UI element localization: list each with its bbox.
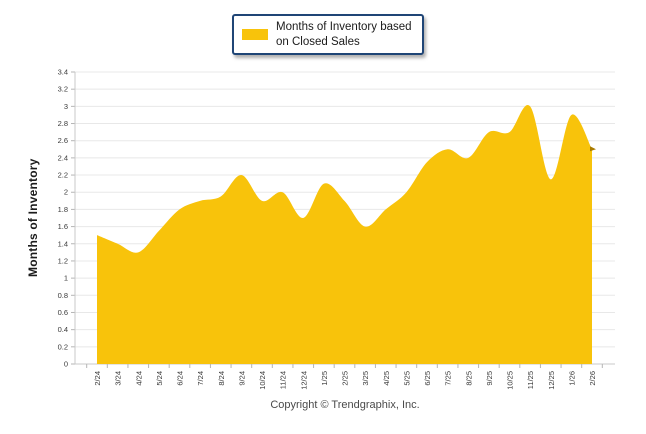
- x-tick-label: 1/26: [567, 371, 576, 386]
- legend-label-line2: on Closed Sales: [276, 35, 360, 48]
- x-tick-label: 5/24: [155, 371, 164, 386]
- legend-series-label: Months of Inventory based on Closed Sale…: [276, 20, 412, 49]
- x-tick-label: 12/24: [299, 371, 308, 390]
- x-tick-label: 2/26: [588, 371, 597, 386]
- x-tick-label: 11/24: [279, 371, 288, 389]
- y-tick-label: 0.2: [58, 342, 68, 351]
- y-tick-label: 0.4: [58, 325, 68, 334]
- x-tick-label: 8/25: [464, 371, 473, 386]
- y-tick-label: 2.2: [58, 171, 68, 180]
- legend-label-line1: Months of Inventory based: [276, 21, 412, 33]
- end-point-marker: [590, 146, 596, 152]
- inventory-area-series: [97, 105, 592, 364]
- x-tick-labels: 2/24 3/24 4/24 5/24 6/24 7/24 8/24 9/24 10/24 11/…: [93, 371, 597, 390]
- y-tick-label: 2: [64, 188, 68, 197]
- x-tick-label: 4/25: [382, 371, 391, 386]
- legend-box: Months of Inventory based on Closed Sale…: [232, 14, 424, 56]
- x-axis-ticks: [86, 364, 603, 368]
- y-tick-label: 1: [64, 274, 68, 283]
- legend-series-swatch: [242, 29, 268, 41]
- x-tick-label: 8/24: [217, 371, 226, 386]
- x-tick-label: 2/25: [341, 371, 350, 386]
- x-tick-label: 9/25: [485, 371, 494, 386]
- x-tick-label: 11/25: [526, 371, 535, 389]
- y-tick-label: 1.8: [58, 205, 68, 214]
- x-tick-label: 6/25: [423, 371, 432, 386]
- y-tick-label: 3.2: [58, 85, 68, 94]
- y-tick-labels: 0 0.2 0.4 0.6 0.8 1 1.2 1.4 1.6 1.8 2 2.2 2.4 2.6 2.8 3…: [58, 68, 68, 369]
- x-tick-label: 3/24: [114, 371, 123, 386]
- x-tick-label: 5/25: [402, 371, 411, 386]
- x-tick-label: 10/25: [506, 371, 515, 390]
- x-tick-label: 7/24: [196, 371, 205, 386]
- x-tick-label: 9/24: [237, 371, 246, 386]
- y-tick-label: 1.2: [58, 256, 68, 265]
- y-tick-label: 3: [64, 102, 68, 111]
- x-tick-label: 6/24: [176, 371, 185, 386]
- y-tick-label: 0.6: [58, 308, 68, 317]
- x-tick-label: 10/24: [258, 371, 267, 390]
- y-tick-label: 0.8: [58, 291, 68, 300]
- x-tick-label: 1/25: [320, 371, 329, 386]
- x-tick-label: 3/25: [361, 371, 370, 386]
- y-tick-label: 2.8: [58, 119, 68, 128]
- x-tick-label: 2/24: [93, 371, 102, 386]
- y-tick-label: 1.4: [58, 239, 68, 248]
- y-tick-label: 2.6: [58, 136, 68, 145]
- x-tick-label: 4/24: [134, 371, 143, 386]
- y-tick-label: 0: [64, 360, 68, 369]
- y-tick-label: 1.6: [58, 222, 68, 231]
- x-tick-label: 12/25: [547, 371, 556, 390]
- x-tick-label: 7/25: [444, 371, 453, 386]
- copyright-text: Copyright © Trendgraphix, Inc.: [270, 399, 420, 411]
- y-tick-label: 2.4: [58, 153, 68, 162]
- y-tick-label: 3.4: [58, 68, 68, 77]
